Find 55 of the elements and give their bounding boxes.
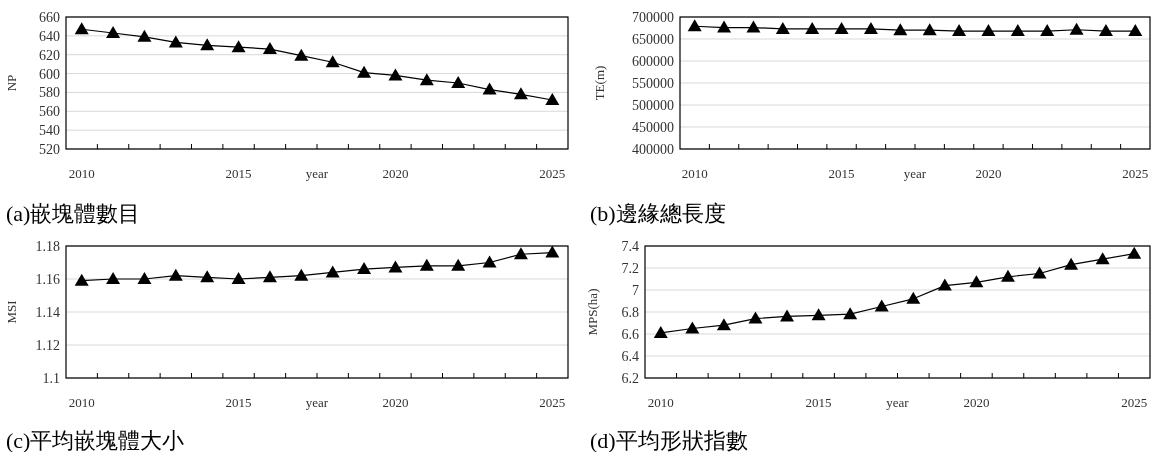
x-axis-title: year: [886, 395, 910, 410]
x-tick-label: 2025: [539, 395, 566, 410]
y-tick-label: 400000: [632, 142, 674, 157]
y-tick-label: 560: [39, 104, 60, 120]
x-tick-label: 2020: [382, 395, 409, 410]
y-tick-label: 700000: [632, 10, 674, 25]
y-tick-label: 500000: [632, 98, 674, 113]
text: (d)平均形狀指數: [590, 428, 748, 452]
y-tick-label: 1.12: [35, 338, 60, 353]
y-tick-label: 640: [39, 28, 60, 44]
y-tick-label: 660: [39, 10, 60, 25]
y-tick-label: 7: [632, 283, 639, 298]
y-axis-title: TE(m): [592, 65, 607, 101]
x-tick-label: 2010: [68, 395, 95, 410]
y-tick-label: 650000: [632, 32, 674, 47]
x-tick-label: 2020: [382, 166, 409, 181]
y-tick-label: 600000: [632, 54, 674, 69]
y-axis-title: NP: [4, 74, 19, 92]
x-axis-title: year: [903, 166, 927, 181]
x-tick-label: 2025: [1122, 166, 1149, 181]
x-tick-label: 2025: [539, 166, 566, 181]
y-tick-label: 1.18: [35, 239, 60, 254]
x-tick-label: 2010: [68, 166, 95, 181]
y-tick-label: 540: [39, 123, 60, 139]
y-tick-label: 620: [39, 47, 60, 63]
y-tick-label: 7.4: [621, 239, 639, 254]
y-tick-label: 580: [39, 85, 60, 101]
y-tick-label: 6.4: [621, 349, 639, 364]
y-tick-label: 520: [39, 142, 60, 157]
x-axis-title: year: [305, 166, 329, 181]
text: (b)邊緣總長度: [590, 201, 726, 226]
y-tick-label: 550000: [632, 76, 674, 91]
y-tick-label: 6.2: [621, 371, 639, 386]
x-tick-label: 2010: [647, 395, 674, 410]
x-axis-title: year: [305, 395, 329, 410]
y-tick-label: 7.2: [621, 261, 639, 276]
x-tick-label: 2015: [828, 166, 855, 181]
y-tick-label: 1.16: [35, 272, 60, 287]
y-tick-label: 6.6: [621, 327, 639, 342]
y-tick-label: 1.1: [42, 371, 60, 386]
x-tick-label: 2015: [805, 395, 832, 410]
x-tick-label: 2020: [963, 395, 990, 410]
y-axis-title: MPS(ha): [585, 288, 600, 336]
y-axis-title: MSI: [4, 300, 19, 324]
text: (c)平均嵌塊體大小: [6, 428, 185, 452]
y-tick-label: 6.8: [621, 305, 639, 320]
x-tick-label: 2025: [1121, 395, 1148, 410]
y-tick-label: 1.14: [35, 305, 60, 320]
text: (a)嵌塊體數目: [6, 201, 141, 226]
x-tick-label: 2015: [225, 166, 252, 181]
y-tick-label: 450000: [632, 120, 674, 135]
x-tick-label: 2010: [681, 166, 708, 181]
y-tick-label: 600: [39, 66, 60, 82]
x-tick-label: 2015: [225, 395, 252, 410]
x-tick-label: 2020: [975, 166, 1002, 181]
